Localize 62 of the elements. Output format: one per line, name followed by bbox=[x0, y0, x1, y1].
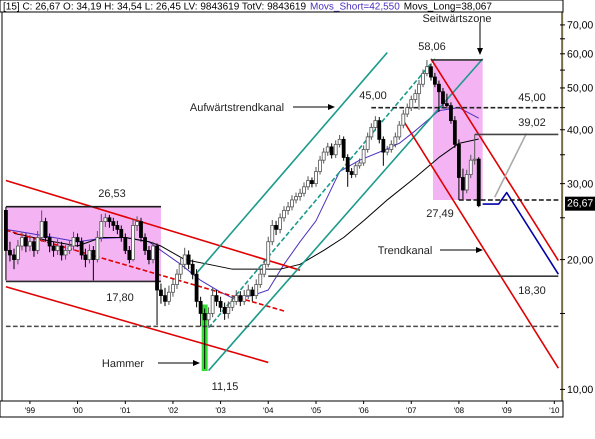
x-tick-label: '06 bbox=[358, 406, 370, 415]
annotation: 27,49 bbox=[426, 208, 454, 220]
candlestick bbox=[32, 238, 36, 258]
x-tick-label: '04 bbox=[263, 406, 274, 415]
x-tick-label: '01 bbox=[120, 406, 132, 415]
annotation: 11,15 bbox=[212, 380, 238, 393]
annotation: 58,06 bbox=[418, 40, 446, 53]
candlestick bbox=[250, 286, 254, 302]
candlestick bbox=[88, 244, 92, 264]
y-tick-label: 70,00 bbox=[567, 20, 594, 32]
candlestick bbox=[389, 140, 394, 154]
text: Movs_Long=38,067 bbox=[404, 2, 492, 12]
x-tick-label: '10 bbox=[549, 406, 560, 415]
x-tick-label: '07 bbox=[406, 406, 418, 415]
annotation: Aufwärtstrendkanal bbox=[190, 102, 284, 114]
candlestick bbox=[242, 290, 246, 306]
annotation: Hammer bbox=[102, 358, 144, 370]
candlestick bbox=[72, 231, 76, 251]
candlestick bbox=[238, 290, 242, 307]
x-tick-label: '05 bbox=[310, 406, 322, 415]
candlestick bbox=[409, 95, 414, 112]
candlestick bbox=[354, 161, 358, 178]
candlestick bbox=[163, 287, 167, 307]
candlestick bbox=[326, 142, 330, 156]
y-tick-label: 40,00 bbox=[567, 124, 594, 136]
candlestick bbox=[91, 246, 96, 281]
candlestick bbox=[151, 241, 155, 264]
annotation: 45,00 bbox=[518, 92, 546, 104]
x-tick-label: '08 bbox=[454, 406, 465, 415]
candlestick bbox=[246, 284, 250, 300]
annotation: Seitwärtszone bbox=[422, 12, 492, 25]
y-tick-label: 30,00 bbox=[567, 178, 594, 190]
candlestick bbox=[56, 238, 60, 256]
candlestick bbox=[28, 234, 32, 252]
candlestick bbox=[310, 176, 314, 188]
annotation: 39,02 bbox=[518, 116, 546, 129]
annotation: 17,80 bbox=[106, 292, 134, 304]
candlestick bbox=[24, 232, 28, 253]
candlestick bbox=[330, 142, 334, 160]
candlestick bbox=[274, 220, 278, 236]
annotation: 26,53 bbox=[98, 188, 126, 200]
annotation: 45,00 bbox=[359, 90, 387, 102]
annotation: 18,30 bbox=[518, 284, 546, 297]
y-tick-label: 60,00 bbox=[567, 48, 594, 60]
candlestick bbox=[226, 300, 230, 320]
y-tick-label: 10,00 bbox=[567, 384, 594, 396]
text: 26,67 bbox=[567, 198, 594, 210]
x-tick-label: '03 bbox=[215, 406, 226, 415]
candlestick bbox=[108, 214, 112, 228]
chart-title: [15] C: 26,67 O: 34,19 H: 34,54 L: 26,45 LV: 9843619 TotV: 9843619 bbox=[3, 2, 306, 12]
x-tick-label: '02 bbox=[168, 406, 179, 415]
candlestick bbox=[290, 194, 294, 211]
y-tick-label: 50,00 bbox=[567, 82, 594, 95]
y-tick-label: 20,00 bbox=[567, 254, 594, 266]
candlestick bbox=[60, 241, 64, 262]
x-tick-label: '00 bbox=[72, 406, 84, 415]
annotation: Trendkanal bbox=[378, 244, 432, 257]
candlestick bbox=[385, 145, 390, 156]
x-tick-label: '99 bbox=[24, 406, 36, 415]
text: Movs_Short=42,550 bbox=[310, 2, 400, 12]
x-tick-label: '09 bbox=[501, 406, 512, 415]
candlestick bbox=[111, 217, 116, 232]
